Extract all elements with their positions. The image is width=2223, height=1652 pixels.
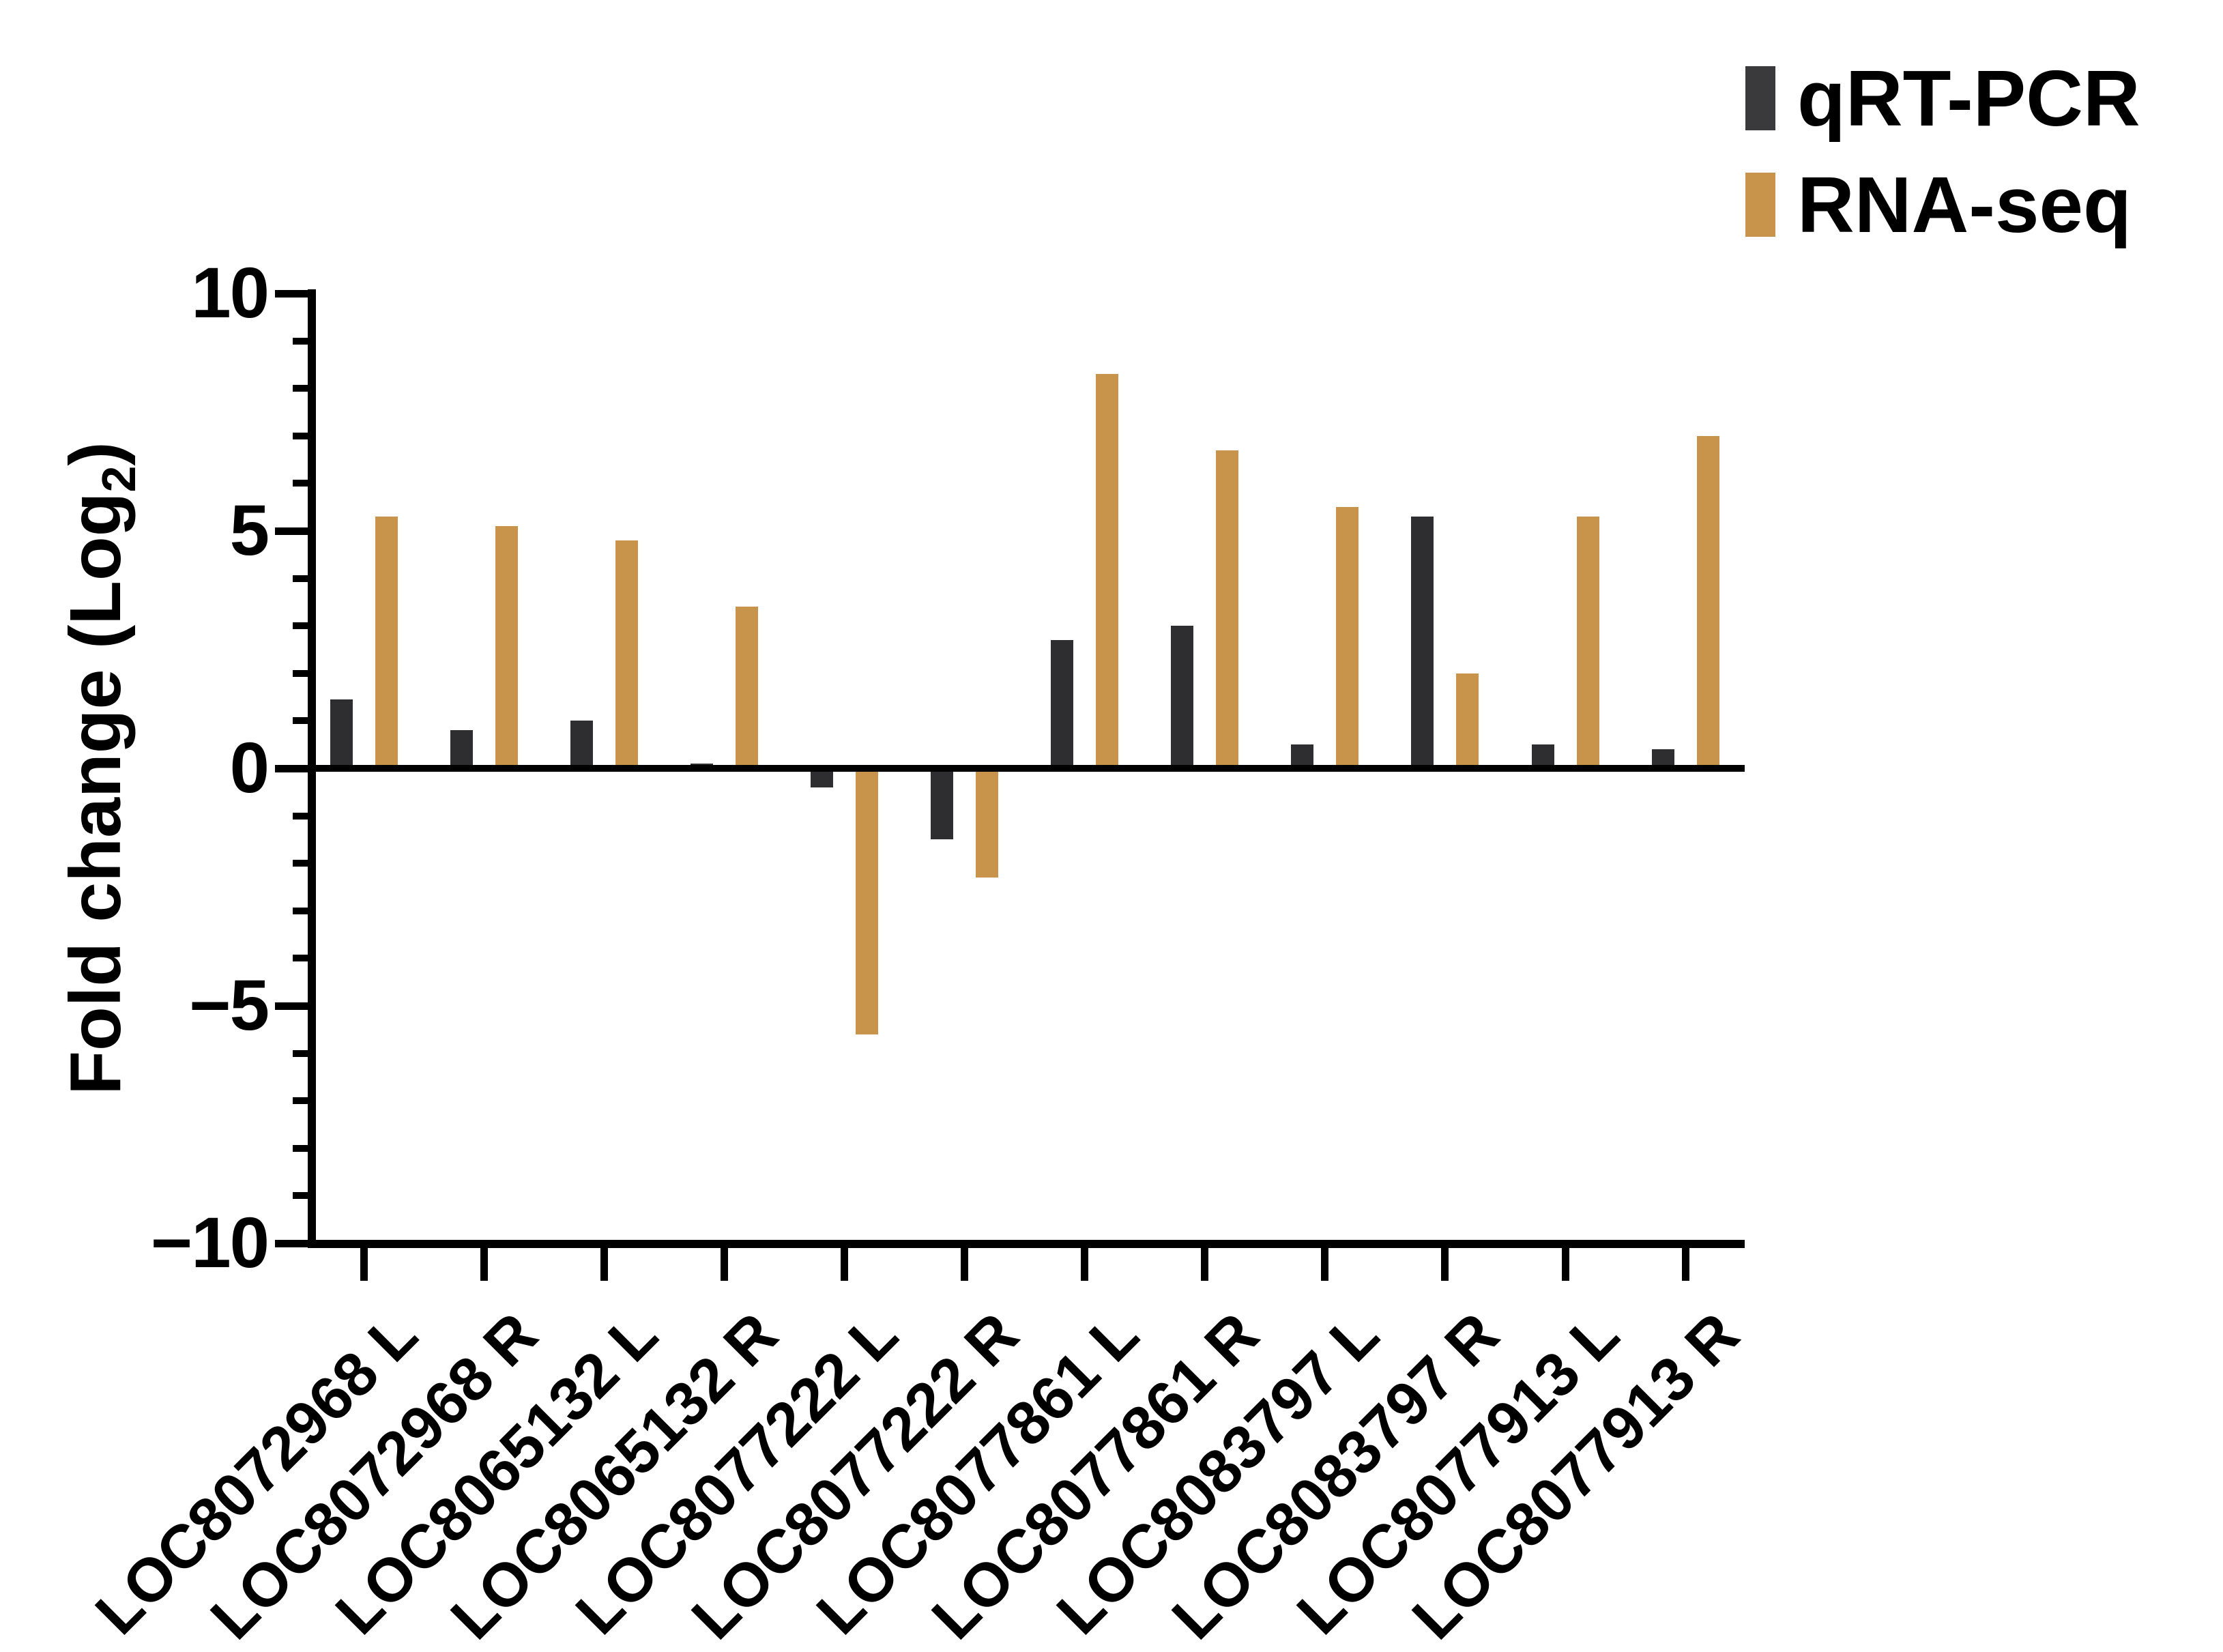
y-major-tick--10 [275,1239,316,1247]
y-minor-tick-4 [293,575,316,582]
legend-swatch-rna-seq [1745,173,1775,237]
bar-rna-seq-loc8077913-l [1576,517,1599,768]
y-minor-tick-7 [293,432,316,439]
y-tick-label-10: 10 [191,253,270,333]
x-tick-loc8083797-r [1441,1248,1449,1281]
x-tick-loc8077222-l [840,1248,848,1281]
y-minor-tick-8 [293,385,316,392]
y-tick-label-5: 5 [229,491,270,570]
bar-qrt-pcr-loc8083797-l [1291,744,1314,768]
x-tick-loc8083797-l [1321,1248,1329,1281]
bar-rna-seq-loc8077861-l [1096,374,1119,768]
x-tick-loc8077913-r [1681,1248,1689,1281]
y-major-tick-10 [275,289,316,298]
y-minor-tick--8 [293,1144,316,1152]
x-tick-loc8077913-l [1561,1248,1569,1281]
bar-qrt-pcr-loc8072968-l [330,699,353,768]
y-tick-label--10: −10 [150,1203,270,1283]
y-minor-tick--4 [293,955,316,962]
legend-label-qrt-pcr: qRT-PCR [1797,54,2140,143]
y-minor-tick-2 [293,669,316,677]
bar-qrt-pcr-loc8077222-r [931,768,953,840]
bar-rna-seq-loc8083797-l [1336,507,1359,768]
y-minor-tick--7 [293,1097,316,1105]
bar-qrt-pcr-loc8072968-r [450,730,473,768]
y-minor-tick--6 [293,1049,316,1057]
bar-qrt-pcr-loc8083797-r [1411,517,1434,768]
y-tick-label--5: −5 [189,966,270,1045]
bar-rna-seq-loc8077222-l [855,768,878,1034]
y-minor-tick--9 [293,1192,316,1200]
y-minor-tick--2 [293,860,316,867]
bar-rna-seq-loc8072968-l [375,517,398,768]
legend-swatch-qrt-pcr [1745,66,1775,130]
y-major-tick-5 [275,527,316,535]
y-major-tick--5 [275,1002,316,1010]
bar-qrt-pcr-loc8077861-l [1051,640,1074,768]
x-tick-loc8072968-l [360,1248,368,1281]
y-minor-tick-3 [293,622,316,630]
x-tick-loc8065132-r [720,1248,728,1281]
bar-rna-seq-loc8083797-r [1456,673,1479,768]
bar-qrt-pcr-loc8077861-r [1171,626,1194,768]
x-tick-loc8077861-l [1081,1248,1089,1281]
y-minor-tick-9 [293,337,316,345]
x-tick-loc8072968-r [480,1248,488,1281]
bar-rna-seq-loc8065132-l [615,540,638,768]
legend-label-rna-seq: RNA-seq [1797,160,2132,249]
x-tick-loc8065132-l [600,1248,608,1281]
y-minor-tick-1 [293,717,316,725]
x-tick-loc8077222-r [961,1248,968,1281]
zero-baseline [312,765,1745,772]
bar-qrt-pcr-loc8065132-l [570,721,593,768]
x-axis-spine [308,1240,1745,1248]
y-tick-label-0: 0 [229,728,270,808]
bar-rna-seq-loc8072968-r [495,526,518,768]
bar-rna-seq-loc8077913-r [1696,435,1719,768]
y-minor-tick-6 [293,480,316,487]
x-tick-loc8077861-r [1201,1248,1209,1281]
bar-rna-seq-loc8065132-r [735,607,758,768]
y-major-tick-0 [275,764,316,772]
y-minor-tick--3 [293,907,316,914]
y-minor-tick--1 [293,812,316,820]
bar-rna-seq-loc8077861-r [1216,450,1239,768]
bar-qrt-pcr-loc8077913-l [1531,744,1554,768]
bar-rna-seq-loc8077222-r [976,768,998,878]
